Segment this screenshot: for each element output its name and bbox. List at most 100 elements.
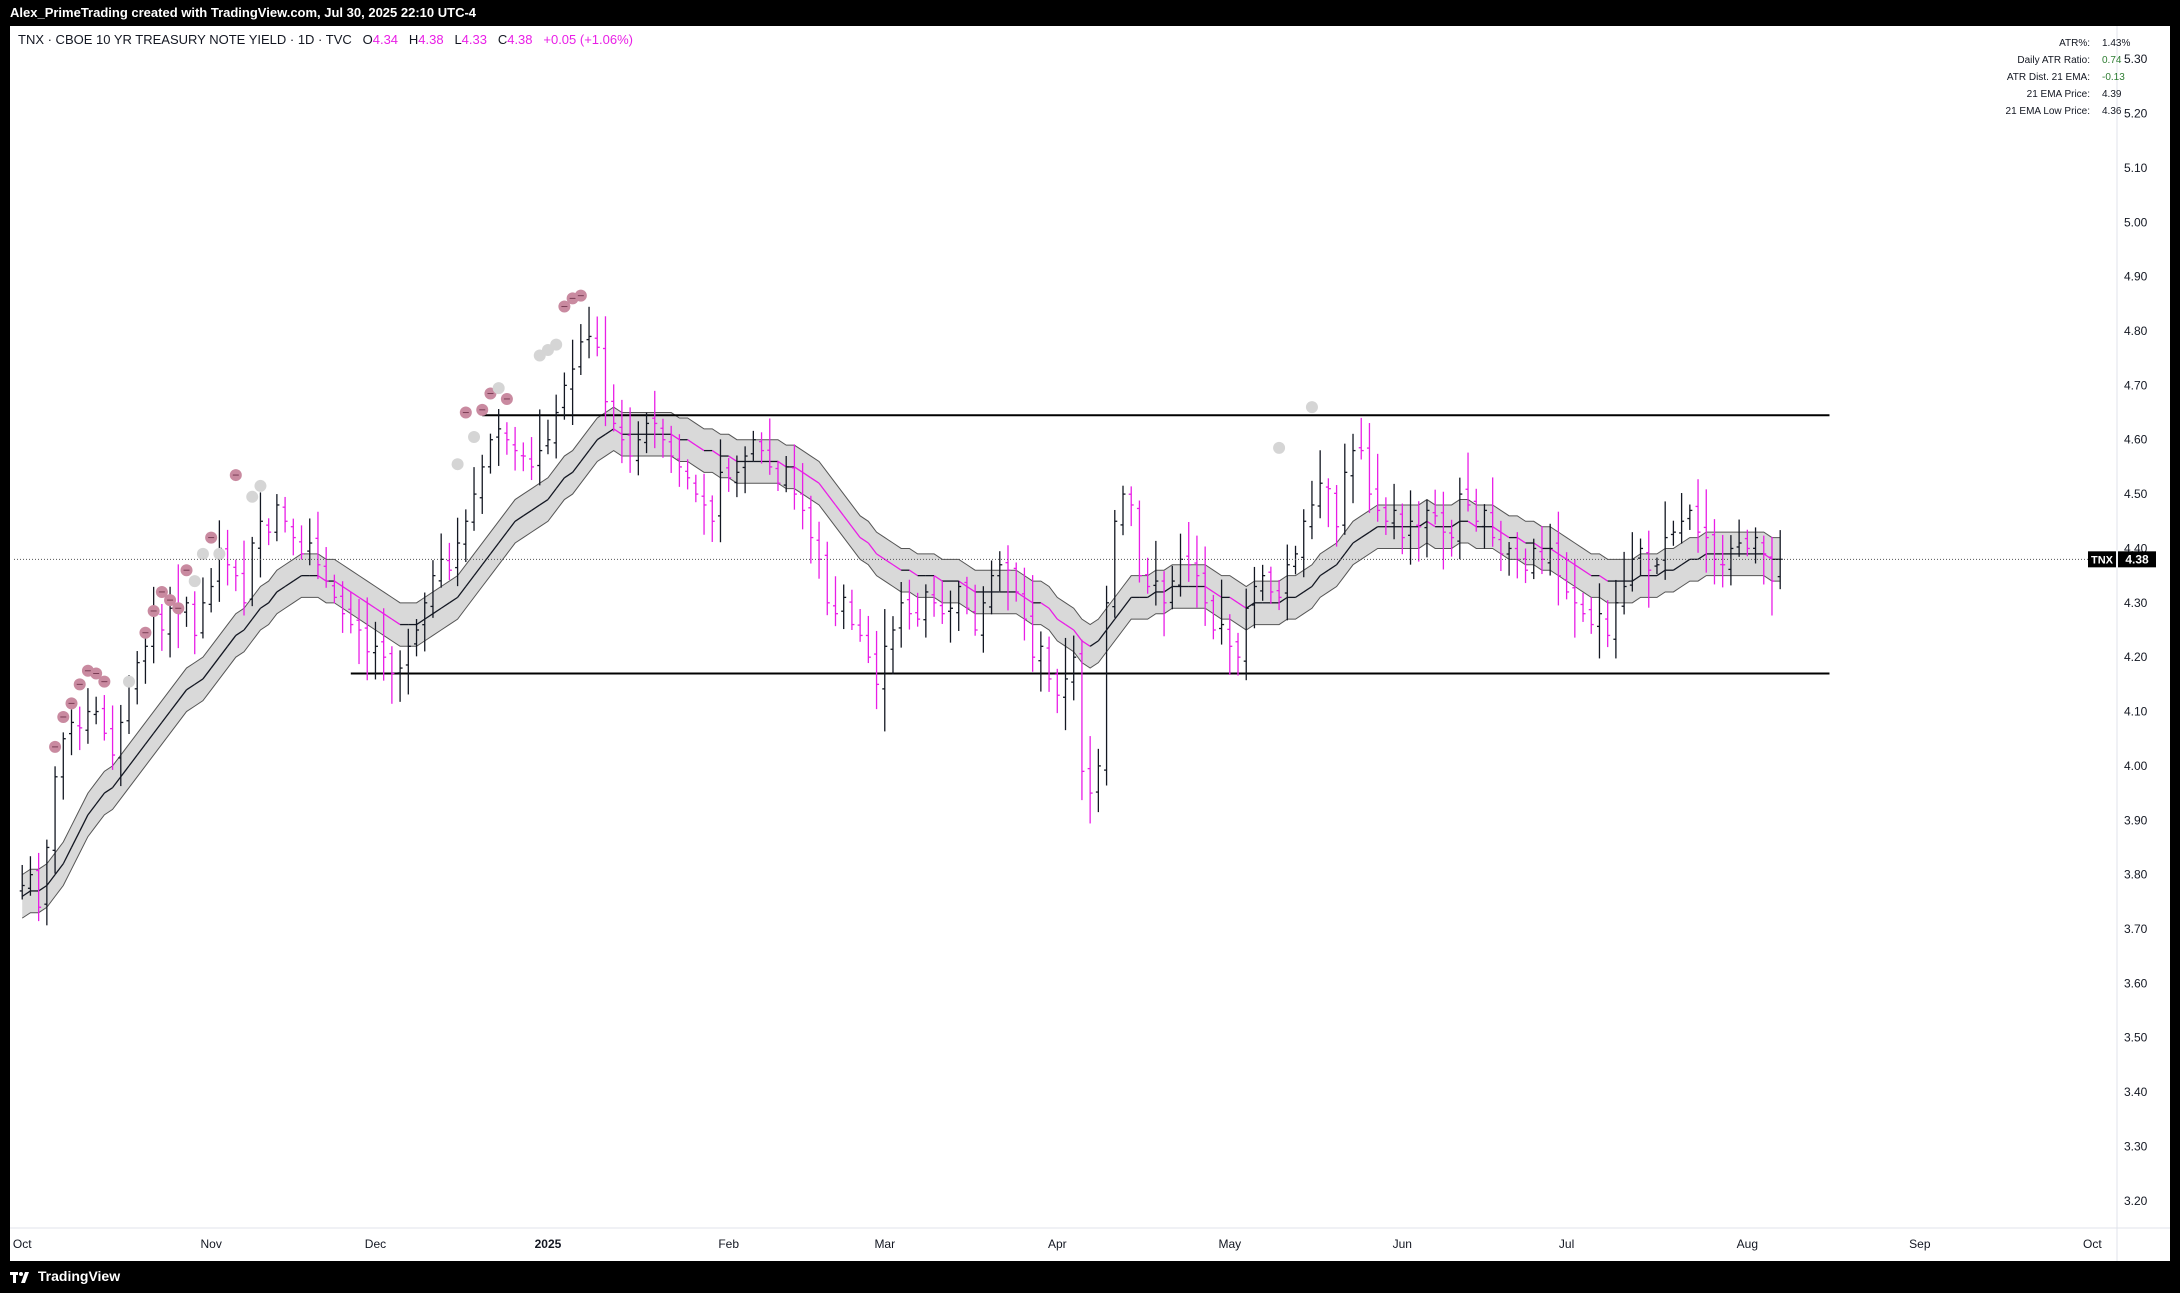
price-axis-tick: 5.10 — [2124, 161, 2148, 175]
ema21-line-segment — [177, 689, 188, 702]
ema21-line-segment — [867, 542, 878, 555]
ema21-line-segment — [1763, 553, 1773, 560]
stats-label: ATR%: — [2059, 38, 2090, 49]
ema21-line-segment — [670, 433, 680, 441]
signal-dot — [492, 382, 505, 395]
ema21-line-segment — [1213, 591, 1222, 598]
time-axis-label: Mar — [874, 1237, 895, 1251]
ema21-line-segment — [424, 613, 434, 620]
tradingview-logo[interactable]: TradingView — [10, 1268, 120, 1284]
price-axis-tick: 4.80 — [2124, 324, 2148, 338]
price-axis-tick: 3.40 — [2124, 1085, 2148, 1099]
ema21-line-segment — [1122, 596, 1132, 609]
signal-dot — [246, 490, 259, 503]
ema21-line-segment — [966, 585, 976, 593]
ema21-line-segment — [1114, 607, 1124, 620]
ema21-line-segment — [859, 537, 869, 544]
ema21-line-segment — [161, 711, 171, 723]
atr-stats-table: ATR%: 1.43% Daily ATR Ratio: 0.74 ATR Di… — [1980, 38, 2160, 123]
ema21-line-segment — [342, 585, 352, 593]
stats-value: 4.36 — [2102, 106, 2122, 117]
ema-band — [22, 407, 1781, 919]
time-axis-label: Sep — [1909, 1237, 1931, 1251]
stats-label: ATR Dist. 21 EMA: — [2006, 72, 2090, 83]
ema21-line-segment — [1204, 585, 1214, 593]
ema21-line-segment — [350, 591, 360, 598]
stats-label: Daily ATR Ratio: — [2017, 55, 2090, 66]
time-axis-label: May — [1218, 1237, 1241, 1251]
time-axis-label: Jun — [1393, 1237, 1412, 1251]
signal-dot — [188, 575, 201, 588]
ema21-line-segment — [1352, 537, 1362, 544]
ema21-line-segment — [218, 645, 229, 658]
ema21-line-segment — [1106, 618, 1116, 631]
price-axis-tick: 4.70 — [2124, 378, 2148, 392]
time-axis-label: Feb — [718, 1237, 739, 1251]
legend-title: TNX · CBOE 10 YR TREASURY NOTE YIELD · 1… — [18, 32, 352, 47]
signal-dot — [1273, 441, 1286, 454]
legend-close-label: C — [497, 32, 508, 47]
ema21-line-segment — [1081, 640, 1091, 647]
ema21-line-segment — [1533, 542, 1543, 549]
legend-close-value: 4.38 — [507, 32, 533, 47]
time-axis-label: Aug — [1737, 1237, 1758, 1251]
ema21-line-segment — [21, 890, 31, 897]
ema21-line-segment — [728, 455, 738, 463]
ema-band-upper — [21, 406, 1781, 876]
ema21-line-segment — [194, 678, 204, 685]
ema21-line-segment — [1631, 575, 1641, 582]
signal-dot — [550, 338, 563, 351]
stats-label: 21 EMA Price: — [2026, 89, 2090, 100]
ema21-line-segment — [87, 803, 97, 816]
signal-dot — [451, 458, 464, 471]
ema21-line-segment — [481, 553, 491, 566]
price-axis-tick: 5.30 — [2124, 52, 2148, 66]
ema21-line-segment — [1056, 618, 1066, 626]
ema21-line-segment — [555, 477, 565, 490]
ema21-line-segment — [1369, 526, 1379, 533]
time-axis-label: 2025 — [535, 1237, 562, 1251]
ema21-line-segment — [375, 607, 385, 615]
ema21-line-segment — [588, 439, 598, 451]
ema21-line-segment — [62, 847, 73, 865]
legend-high-label: H — [408, 32, 419, 47]
price-axis-tick: 4.60 — [2124, 433, 2148, 447]
ema21-line-segment — [457, 586, 467, 598]
ema21-line-segment — [1015, 591, 1025, 598]
symbol-badge — [2088, 551, 2116, 568]
ema21-line-segment — [909, 569, 918, 577]
stats-row: ATR%: 1.43% — [1980, 38, 2160, 55]
ema21-line-segment — [876, 553, 886, 560]
time-axis-label: Oct — [13, 1237, 32, 1251]
price-axis-tick: 4.30 — [2124, 596, 2148, 610]
ema21-line-segment — [1566, 558, 1576, 566]
ema21-line-segment — [46, 874, 56, 886]
attribution-text: Alex_PrimeTrading created with TradingVi… — [10, 5, 477, 20]
stats-value: 0.74 — [2102, 55, 2122, 66]
time-axis-label: Nov — [200, 1237, 221, 1251]
legend-low-label: L — [454, 32, 462, 47]
ema21-line-segment — [260, 602, 270, 609]
time-axis-label: Dec — [365, 1237, 386, 1251]
ema21-line-segment — [851, 526, 861, 538]
ema21-line-segment — [695, 444, 705, 452]
ema21-line-segment — [1229, 596, 1239, 604]
time-axis-label: Jul — [1559, 1237, 1574, 1251]
ema21-line-segment — [79, 814, 89, 832]
price-axis-tick: 3.60 — [2124, 976, 2148, 990]
ema21-line-segment — [506, 520, 516, 533]
price-axis-tick: 4.20 — [2124, 650, 2148, 664]
ema21-line-segment — [613, 428, 623, 435]
ema21-line-segment — [358, 596, 368, 604]
price-axis-tick: 5.20 — [2124, 107, 2148, 121]
ema21-line-segment — [284, 580, 294, 588]
ema21-line-segment — [1163, 585, 1173, 593]
legend-low-value: 4.33 — [461, 32, 487, 47]
price-axis-tick: 3.20 — [2124, 1194, 2148, 1208]
ema21-line-segment — [1073, 629, 1083, 642]
ema21-line-segment — [834, 504, 845, 517]
ema21-line-segment — [802, 471, 812, 479]
ema21-line-segment — [186, 683, 196, 691]
ema21-line-segment — [794, 466, 803, 473]
